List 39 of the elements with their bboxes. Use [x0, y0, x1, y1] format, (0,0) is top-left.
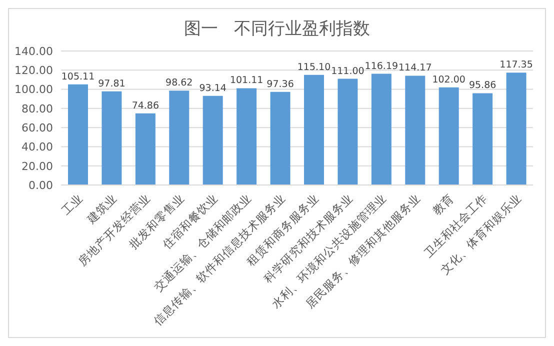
data-label: 116.19 [364, 60, 398, 72]
bar [405, 76, 426, 185]
bar [102, 91, 122, 185]
data-label: 97.81 [98, 78, 126, 90]
bar [438, 87, 459, 185]
y-tick-label: 80.00 [22, 102, 53, 116]
data-label: 74.86 [132, 100, 160, 112]
y-tick-label: 60.00 [22, 121, 53, 134]
bar [270, 92, 290, 185]
chart-title: 图一 不同行业盈利指数 [182, 18, 372, 41]
data-label: 93.14 [199, 82, 226, 94]
bar [202, 96, 223, 185]
data-label: 101.11 [230, 75, 264, 86]
y-tick-label: 120.00 [14, 64, 53, 78]
data-label: 105.11 [61, 71, 95, 82]
data-label: 97.36 [266, 78, 294, 90]
bar [304, 74, 324, 185]
data-label: 114.17 [398, 62, 432, 74]
bar [506, 72, 526, 185]
data-label: 95.86 [468, 80, 496, 92]
bar [236, 88, 257, 185]
data-label: 117.35 [500, 60, 533, 71]
data-label: 111.00 [331, 66, 364, 77]
x-tick-label: 教育 [430, 190, 457, 218]
y-tick-label: 100.00 [14, 83, 53, 96]
x-tick-label: 工业 [58, 190, 86, 218]
y-tick-label: 20.00 [22, 160, 53, 173]
y-tick-label: 0.00 [28, 178, 53, 192]
y-tick-label: 140.00 [14, 44, 53, 58]
bar [472, 93, 493, 185]
data-label: 102.00 [432, 74, 466, 86]
bar [338, 78, 358, 185]
y-tick-label: 40.00 [22, 140, 53, 154]
data-label: 98.62 [166, 78, 193, 89]
bar [135, 113, 156, 185]
bar [371, 74, 392, 185]
bar [68, 84, 88, 185]
data-label: 115.10 [297, 62, 331, 73]
bar [169, 90, 190, 185]
